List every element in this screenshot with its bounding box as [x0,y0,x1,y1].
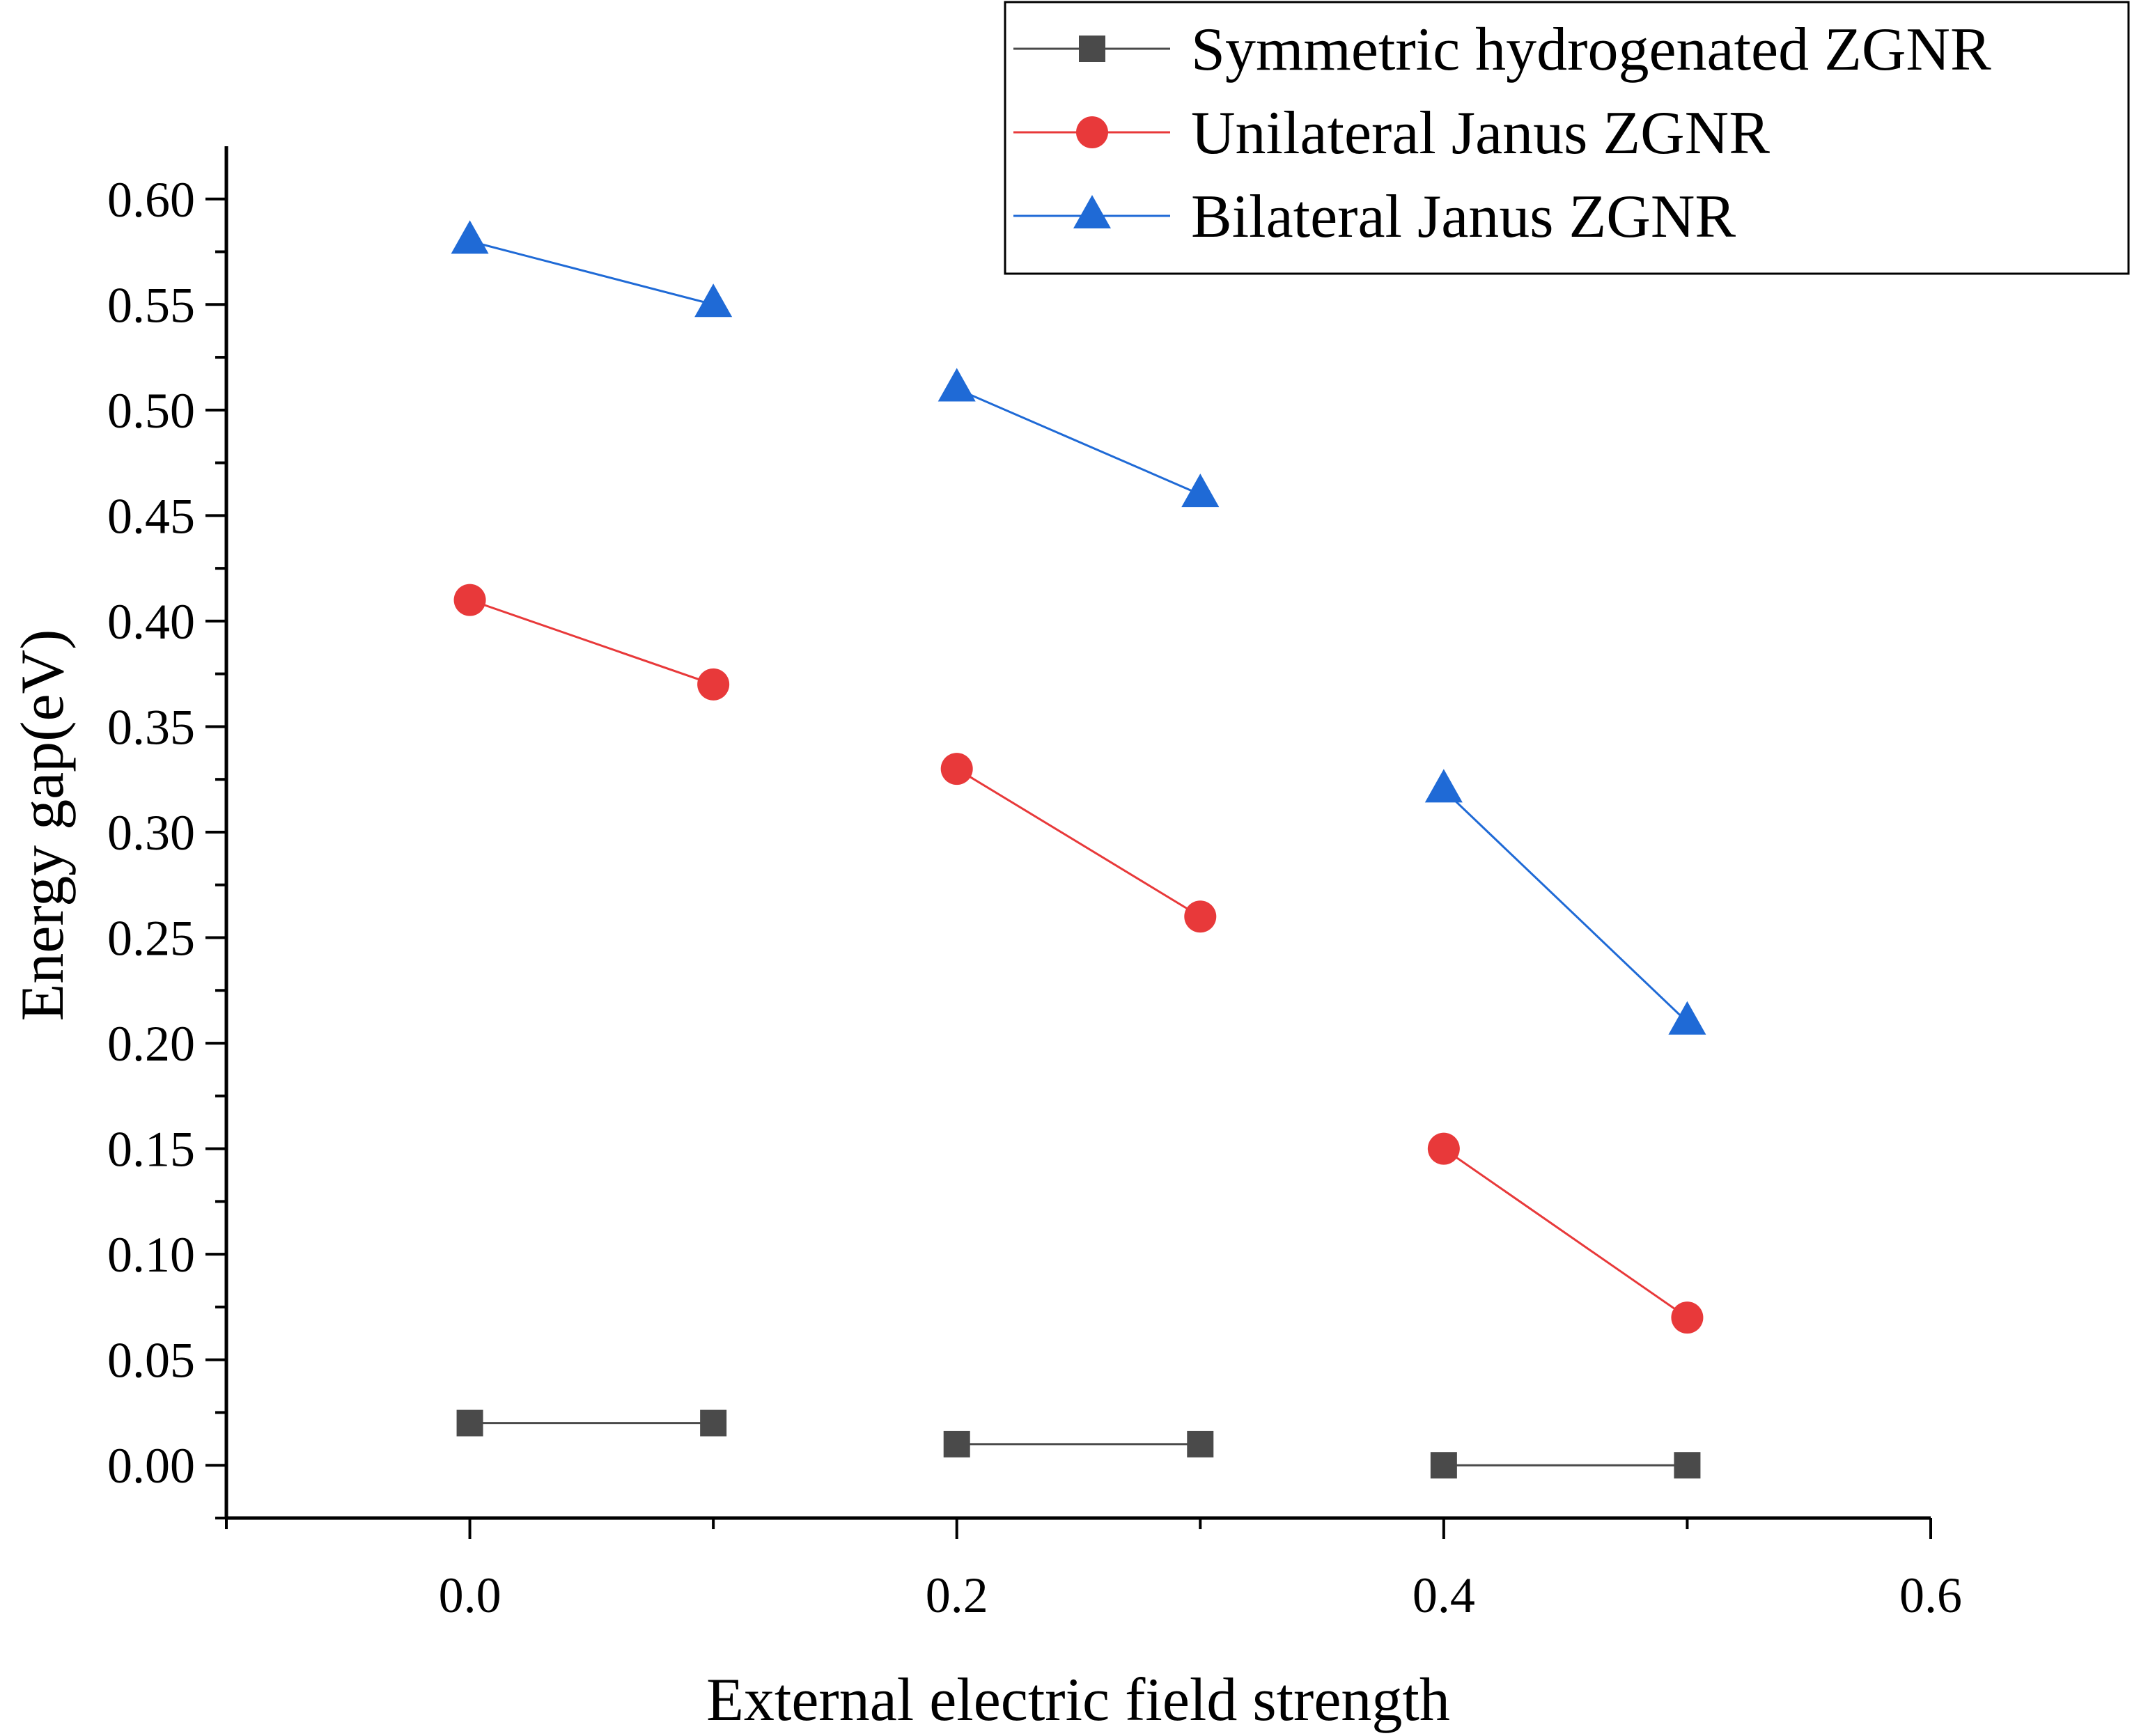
series-lines [469,240,1688,1467]
y-tick-label: 0.60 [107,172,195,228]
legend-box [1004,1,2130,275]
y-tick-label: 0.50 [107,383,195,439]
y-tick-label: 0.40 [107,594,195,650]
legend-label: Bilateral Janus ZGNR [1191,183,1736,251]
legend-marker-square [1079,36,1105,62]
series-markers [451,220,1706,1479]
series-line-triangle [1442,789,1688,1023]
x-axis-title: External electric field strength [706,1666,1450,1734]
data-point-square [1187,1430,1214,1457]
legend-marker-circle [1076,116,1108,148]
data-point-square [700,1409,727,1437]
data-point-circle [1184,900,1217,933]
y-tick-label: 0.05 [107,1333,195,1389]
data-point-triangle [937,368,976,402]
x-tick-label: 0.2 [926,1567,988,1623]
y-tick-label: 0.20 [107,1016,195,1072]
x-tick-label: 0.4 [1413,1567,1475,1623]
data-point-circle [1671,1301,1704,1334]
data-point-triangle [694,283,733,318]
legend-marker-triangle [1073,195,1111,228]
data-point-circle [697,668,730,701]
legend: Symmetric hydrogenated ZGNR Unilateral Ja… [1004,1,2130,275]
y-tick-label: 0.30 [107,805,195,861]
y-tick-label: 0.10 [107,1227,195,1283]
data-point-circle [453,584,486,616]
data-point-square [456,1409,483,1437]
data-point-circle [1427,1132,1460,1165]
data-point-square [1430,1452,1457,1479]
data-point-triangle [451,220,489,254]
data-point-triangle [1181,474,1220,508]
data-point-circle [940,753,973,785]
y-tick-label: 0.45 [107,488,195,544]
series-line-triangle [469,240,714,306]
y-tick-label: 0.00 [107,1438,195,1494]
y-tick-label: 0.15 [107,1122,195,1178]
legend-label: Symmetric hydrogenated ZGNR [1191,16,1991,84]
data-point-square [943,1430,970,1457]
data-point-triangle [1424,769,1463,803]
x-tick-label: 0.0 [439,1567,501,1623]
y-axis-title: Energy gap(eV) [9,630,77,1022]
series-line-circle [956,767,1201,918]
series-line-circle [1443,1148,1688,1319]
series-line-circle [469,599,714,686]
legend-label: Unilateral Janus ZGNR [1191,100,1770,167]
y-tick-label: 0.25 [107,911,195,967]
x-tick-label: 0.6 [1899,1567,1962,1623]
data-point-triangle [1668,1001,1706,1035]
ticks: 0.00 0.05 0.10 0.15 0.20 0.25 0.30 0.35 0.40 0.45… [107,172,1962,1623]
data-point-square [1674,1452,1701,1479]
series-line-triangle [956,388,1201,496]
y-tick-label: 0.35 [107,699,195,755]
y-tick-label: 0.55 [107,277,195,333]
